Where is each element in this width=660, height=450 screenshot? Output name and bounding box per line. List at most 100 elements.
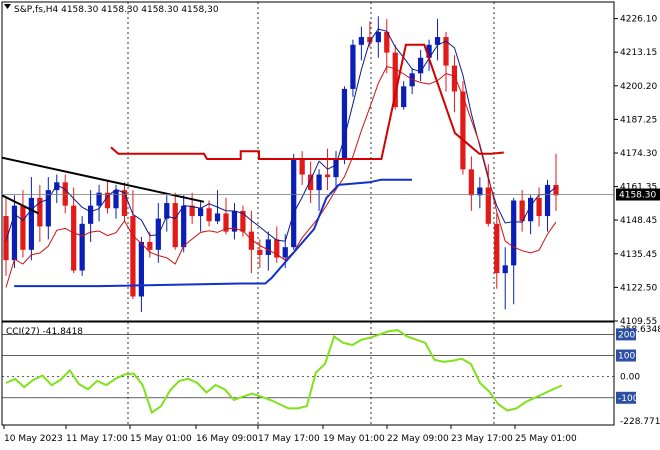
candle-body: [113, 190, 119, 209]
candle-body: [274, 239, 280, 258]
trendline-upper: [1, 156, 205, 203]
candle-body: [417, 57, 424, 74]
candle-body: [536, 197, 542, 217]
candle-body: [71, 205, 77, 271]
y-tick-label: 4187.25: [620, 115, 657, 125]
candle-body: [350, 44, 356, 89]
cci-tick-label: 0.00: [620, 373, 640, 383]
candle-body: [206, 208, 212, 222]
candle-body: [147, 241, 153, 250]
candle-body: [384, 31, 390, 53]
candle-body: [45, 190, 51, 227]
cci-level-badge: [616, 391, 636, 404]
candle-body: [87, 205, 94, 224]
trendline-short: [1, 194, 40, 215]
x-tick-label: 23 May 17:00: [451, 434, 513, 444]
candle-body: [62, 182, 68, 206]
y-tick-label: 4161.35: [620, 183, 657, 193]
candle-body: [231, 210, 238, 232]
candle-body: [333, 158, 339, 178]
candle-body: [189, 205, 195, 217]
candle-body: [240, 210, 246, 232]
candle-body: [324, 174, 331, 178]
candle-body: [468, 169, 475, 196]
candle-body: [104, 192, 111, 209]
current-price-label: 4158.30: [619, 191, 656, 201]
moving-average-dark: [5, 28, 557, 242]
x-tick-label: 22 May 09:00: [387, 434, 449, 444]
candle-body: [181, 205, 187, 248]
x-tick-label: 16 May 09:00: [196, 434, 258, 444]
candle-body: [460, 91, 466, 170]
candle-body: [434, 37, 441, 45]
y-tick-label: 4148.45: [620, 216, 657, 226]
candle-body: [223, 213, 229, 232]
candles: [3, 16, 559, 313]
candle-body: [11, 205, 18, 261]
candle-body: [358, 37, 365, 45]
candle-body: [197, 208, 204, 217]
x-tick-label: 11 May 17:00: [66, 434, 128, 444]
y-tick-label: 4122.50: [620, 283, 657, 293]
overlays: [1, 28, 557, 288]
cci-line: [5, 329, 563, 415]
candle-body: [172, 203, 178, 248]
cci-tick-label: 200: [618, 330, 635, 340]
candle-body: [451, 65, 458, 92]
candle-body: [375, 31, 381, 43]
candle-body: [502, 265, 508, 274]
candle-body: [485, 187, 491, 224]
y-tick-label: 4226.10: [620, 15, 657, 25]
candle-body: [96, 192, 102, 206]
candle-body: [121, 190, 128, 217]
candle-body: [28, 197, 35, 250]
cci-tick-label: -228.7712: [620, 417, 660, 427]
candle-body: [54, 182, 60, 191]
moving-average-red: [5, 65, 557, 288]
candle-body: [511, 200, 517, 266]
envelope-lower: [14, 178, 412, 288]
candle-body: [79, 223, 85, 271]
candle-body: [3, 216, 9, 261]
main-plot-frame: [1, 1, 615, 426]
candle-body: [401, 86, 407, 108]
cci-level-badge: [616, 349, 636, 362]
candle-body: [291, 158, 297, 248]
candle-body: [341, 88, 348, 159]
y-tick-label: 4109.55: [620, 317, 657, 327]
symbol-header: S&P,fs,H4 4158.30 4158.30 4158.30 4158,3…: [14, 5, 219, 15]
candle-body: [544, 184, 551, 217]
x-tick-label: 10 May 2023: [4, 434, 63, 444]
x-axis: 10 May 2023 11 May 17:00 15 May 01:00 16 Ma…: [3, 425, 577, 444]
candle-body: [527, 197, 534, 222]
candle-body: [494, 223, 500, 274]
dropdown-triangle-icon[interactable]: [4, 4, 11, 9]
candle-body: [299, 158, 305, 175]
candle-body: [248, 231, 255, 250]
candle-body: [257, 249, 263, 255]
current-price-box: [616, 188, 660, 201]
candle-body: [282, 247, 288, 258]
candle-body: [37, 197, 43, 227]
x-tick-label: 17 May 17:00: [258, 434, 320, 444]
candle-body: [477, 187, 483, 196]
y-tick-label: 4213.15: [620, 48, 657, 58]
candle-body: [265, 239, 271, 255]
candle-body: [138, 241, 145, 297]
candle-body: [553, 184, 559, 196]
candle-body: [392, 52, 398, 108]
cci-tick-label: 100: [618, 352, 635, 362]
candle-body: [426, 44, 432, 58]
x-tick-label: 19 May 01:00: [323, 434, 385, 444]
main-plot-border: [1, 1, 615, 322]
y-tick-label: 4135.45: [620, 250, 657, 260]
candle-body: [307, 174, 314, 191]
x-tick-label: 15 May 01:00: [130, 434, 192, 444]
cci-level-badge: [616, 328, 636, 341]
envelope-upper: [110, 43, 504, 160]
candle-body: [367, 37, 373, 43]
cci-tick-label: -100: [618, 394, 639, 404]
candle-body: [519, 200, 525, 222]
